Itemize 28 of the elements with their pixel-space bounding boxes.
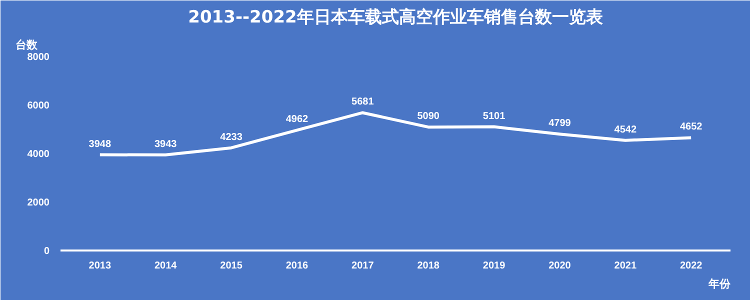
data-label: 4542 [614, 124, 637, 136]
data-label: 5681 [352, 96, 374, 108]
x-tick-label: 2021 [614, 260, 637, 272]
x-tick-label: 2020 [548, 260, 572, 272]
data-label: 5090 [417, 111, 440, 122]
y-tick-label: 2000 [27, 198, 50, 208]
data-label: 4233 [220, 132, 243, 143]
x-tick-label: 2016 [286, 260, 309, 272]
chart-title: 2013--2022年日本车载式高空作业车销售台数一览表 [188, 8, 604, 28]
x-tick-label: 2018 [417, 260, 440, 272]
x-tick-label: 2014 [154, 260, 178, 272]
x-tick-label: 2015 [220, 260, 243, 272]
data-label: 4652 [680, 122, 703, 133]
data-label: 4962 [286, 114, 309, 126]
y-tick-label: 8000 [27, 52, 50, 63]
y-tick-label: 6000 [27, 100, 50, 112]
data-label: 3948 [88, 138, 112, 150]
x-axis-title: 年份 [708, 278, 732, 290]
data-label: 3943 [154, 138, 178, 150]
data-label: 5101 [482, 110, 506, 122]
x-tick-label: 2013 [88, 260, 112, 272]
x-tick-label: 2017 [352, 260, 374, 272]
x-tick-label: 2019 [482, 260, 506, 272]
x-tick-label: 2022 [680, 260, 703, 272]
data-label: 4799 [548, 118, 572, 130]
y-tick-label: 4000 [27, 149, 50, 160]
y-tick-label: 0 [44, 246, 50, 257]
y-axis-title: 台数 [16, 38, 38, 52]
